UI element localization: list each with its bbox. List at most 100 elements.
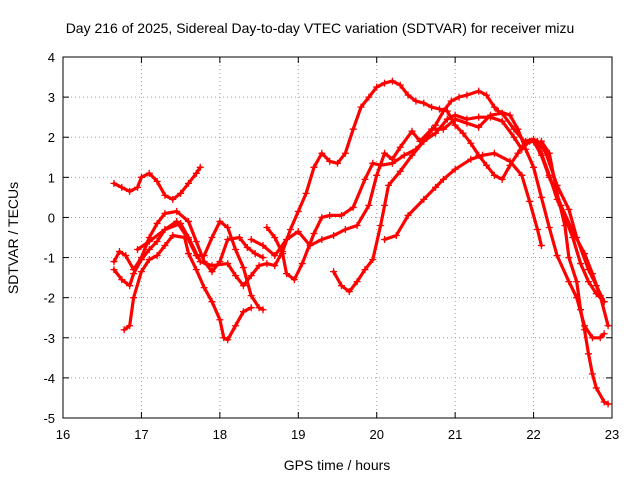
data-point — [153, 219, 161, 227]
series-sat-f — [263, 87, 608, 342]
data-point — [161, 225, 169, 233]
data-point — [592, 384, 600, 392]
data-point — [573, 278, 581, 286]
data-point — [490, 103, 498, 111]
data-point — [110, 179, 118, 187]
data-point — [341, 149, 349, 157]
data-point — [451, 111, 459, 119]
data-point — [326, 211, 334, 219]
series-line — [332, 113, 606, 304]
data-point — [259, 306, 267, 314]
data-point — [153, 177, 161, 185]
data-point — [130, 270, 138, 278]
data-point — [224, 223, 232, 231]
data-point — [208, 234, 216, 241]
data-point — [365, 93, 373, 101]
data-point — [373, 171, 381, 179]
x-tick-label: 23 — [605, 427, 619, 442]
data-point — [134, 246, 142, 254]
data-point — [404, 91, 412, 99]
data-point — [451, 121, 459, 129]
data-point — [263, 260, 271, 268]
data-point — [145, 238, 153, 246]
data-point — [259, 254, 267, 262]
x-tick-label: 16 — [56, 427, 70, 442]
data-point — [286, 225, 294, 233]
data-point — [447, 97, 455, 105]
data-point — [486, 113, 494, 121]
data-point — [369, 159, 377, 167]
data-point — [310, 229, 318, 237]
data-point — [169, 195, 177, 203]
data-point — [463, 115, 471, 123]
data-point — [298, 260, 306, 268]
series-sat-d — [120, 231, 255, 344]
chart-title: Day 216 of 2025, Sidereal Day-to-day VTE… — [66, 20, 575, 36]
data-point — [177, 189, 185, 197]
data-point — [479, 151, 487, 159]
data-point — [600, 398, 608, 406]
data-point — [153, 252, 161, 260]
data-point — [263, 223, 271, 231]
data-point — [533, 225, 541, 233]
data-point — [247, 304, 255, 312]
data-point — [184, 234, 192, 241]
data-point — [110, 266, 118, 274]
data-point — [220, 334, 228, 342]
data-point — [526, 197, 534, 205]
data-point — [432, 183, 440, 191]
y-tick-label: -2 — [43, 291, 55, 306]
series-sat-j — [537, 137, 612, 408]
data-point — [604, 400, 612, 408]
data-point — [341, 225, 349, 233]
data-point — [381, 201, 389, 209]
data-point — [498, 175, 506, 183]
data-point — [337, 211, 345, 219]
data-point — [126, 187, 134, 195]
data-point — [251, 250, 259, 258]
data-point — [137, 173, 145, 181]
y-tick-label: 3 — [48, 90, 55, 105]
data-point — [392, 231, 400, 239]
data-point — [561, 221, 569, 229]
data-point — [271, 252, 279, 260]
data-point — [435, 105, 443, 113]
data-point — [137, 268, 145, 276]
data-point — [243, 244, 251, 252]
data-point — [271, 262, 279, 270]
data-point — [134, 183, 142, 191]
data-point — [232, 272, 240, 280]
series-line — [383, 151, 544, 248]
data-point — [239, 282, 247, 290]
data-point — [526, 137, 534, 145]
data-point — [283, 270, 291, 278]
x-axis-label: GPS time / hours — [284, 457, 391, 473]
data-point — [396, 167, 404, 175]
data-point — [184, 179, 192, 187]
data-point — [126, 322, 134, 330]
data-point — [122, 252, 130, 260]
data-point — [467, 155, 475, 163]
data-point — [208, 298, 216, 306]
y-tick-label: -4 — [43, 371, 55, 386]
series-sat-a — [110, 163, 204, 203]
data-point — [537, 242, 545, 250]
data-point — [432, 121, 440, 129]
grid — [63, 57, 612, 418]
data-point — [239, 308, 247, 316]
data-point — [577, 306, 585, 314]
data-point — [153, 238, 161, 246]
data-point — [255, 262, 263, 270]
data-point — [381, 79, 389, 87]
data-point — [490, 149, 498, 157]
data-point — [600, 330, 608, 338]
data-point — [255, 304, 263, 312]
data-point — [400, 151, 408, 159]
data-point — [408, 127, 416, 135]
data-point — [588, 334, 596, 342]
data-point — [334, 159, 341, 167]
data-point — [588, 370, 596, 378]
data-point — [247, 292, 255, 300]
data-point — [483, 161, 491, 169]
x-tick-label: 17 — [134, 427, 148, 442]
